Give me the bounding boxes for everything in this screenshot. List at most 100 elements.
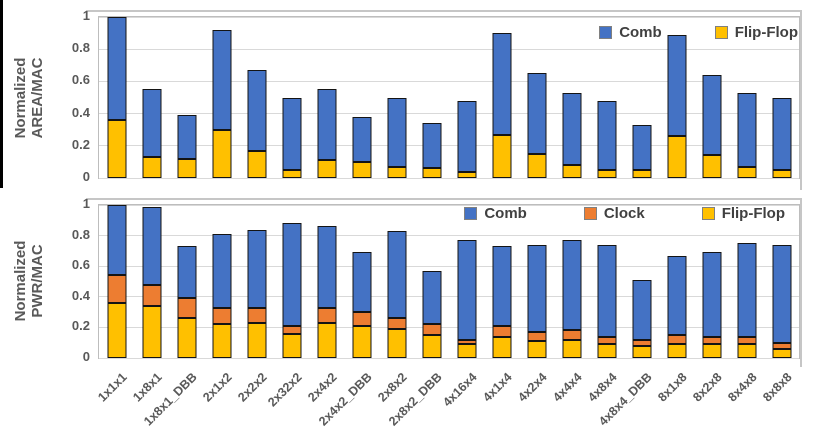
bar-segment-flip-flop [247,322,266,358]
bar-segment-flip-flop [492,134,511,178]
bar-segment-flip-flop [632,169,651,178]
legend-label: Flip-Flop [734,24,798,41]
bar-segment-comb [352,252,371,313]
bar-segment-flip-flop [212,324,231,358]
legend-swatch-clock [583,207,597,220]
bar-segment-flip-flop [177,158,196,178]
bar-segment-flip-flop [667,344,686,358]
y-tick-label: 1 [82,8,90,23]
bar-4x16x4 [449,205,484,358]
legend-item-flip-flop: Flip-Flop [701,205,785,222]
pwr-chart-plot-area [98,204,800,359]
gridline-y-0 [99,357,799,359]
left-edge-line [0,0,3,188]
bar-segment-comb [737,243,756,337]
bar-1x8x1_DBB [169,17,204,178]
bar-segment-clock [562,330,581,340]
bar-1x1x1 [99,17,134,178]
bar-segment-comb [177,246,196,299]
bar-segment-flip-flop [562,339,581,358]
bar-2x4x2 [309,17,344,178]
bar-segment-comb [597,244,616,337]
bar-segment-comb [422,123,441,169]
x-category-label: 8x2x8 [689,370,725,405]
bar-2x8x2_DBB [414,17,449,178]
gridline-y-0.6 [99,80,799,82]
x-category-label: 4x16x4 [440,370,480,410]
bar-segment-clock [702,336,721,345]
gridline-y-0.8 [99,235,799,237]
bar-segment-clock [282,325,301,334]
x-category-label: 8x8x8 [759,370,795,405]
bar-segment-flip-flop [387,328,406,358]
bar-2x8x2_DBB [414,205,449,358]
legend-label: Comb [484,205,527,222]
bar-segment-flip-flop [562,165,581,178]
bar-4x1x4 [484,17,519,178]
bar-segment-flip-flop [527,153,546,178]
bar-segment-flip-flop [457,344,476,358]
bar-segment-flip-flop [317,322,336,358]
y-tick-label: 0.2 [71,136,90,152]
bar-segment-flip-flop [772,169,791,178]
legend-label: Clock [603,205,645,222]
gridline-y-0.2 [99,145,799,147]
legend-swatch-comb [599,26,613,39]
bar-8x4x8 [729,205,764,358]
bar-segment-comb [527,244,546,332]
bar-1x8x1 [134,205,169,358]
y-tick-label: 0.8 [71,226,90,242]
x-category-label: 2x1x2 [199,370,235,405]
bar-segment-comb [702,74,721,156]
bar-segment-flip-flop [422,168,441,178]
bar-segment-clock [667,335,686,345]
legend-label: Comb [619,24,662,41]
gridline-y-0.4 [99,113,799,115]
bar-segment-comb [667,34,686,137]
bar-segment-flip-flop [142,305,161,358]
bar-segment-comb [387,231,406,319]
bar-segment-flip-flop [282,333,301,358]
pwr-per-mac-chart: Normalized PWR/MAC Comb Clock Flip-Flop 1x1… [0,190,831,445]
bar-segment-comb [107,17,126,121]
bar-segment-clock [492,325,511,337]
y-axis-title-line: AREA/MAC [29,57,46,139]
bar-segment-flip-flop [632,345,651,358]
bar-segment-comb [457,100,476,172]
bar-4x2x4 [519,205,554,358]
bar-1x8x1_DBB [169,205,204,358]
bar-segment-comb [282,97,301,170]
bar-2x2x2 [239,17,274,178]
bar-segment-flip-flop [597,344,616,358]
bar-segment-comb [457,240,476,340]
x-category-label: 4x1x4 [479,370,515,405]
y-tick-label: 0 [82,169,90,184]
gridline-y-0.8 [99,48,799,50]
bar-segment-flip-flop [177,318,196,358]
bar-segment-flip-flop [107,302,126,358]
x-category-label: 2x32x2 [265,370,305,410]
bar-4x8x4 [589,205,624,358]
bar-segment-flip-flop [737,166,756,178]
bar-segment-flip-flop [352,161,371,178]
bar-segment-comb [177,115,196,159]
y-tick-label: 0.4 [71,104,90,120]
y-axis-title-line: PWR/MAC [29,244,46,318]
bar-segment-comb [667,255,686,336]
y-tick-label: 0 [82,349,90,364]
bar-segment-clock [247,307,266,323]
bar-segment-comb [492,246,511,326]
bar-8x2x8 [694,205,729,358]
legend-item-clock: Clock [583,205,645,222]
legend-swatch-flip-flop [701,207,715,220]
bar-segment-clock [177,298,196,319]
bar-segment-comb [282,223,301,326]
bar-segment-flip-flop [702,344,721,358]
y-tick-label: 0.6 [71,72,90,88]
bar-2x8x2 [379,205,414,358]
bar-2x4x2 [309,205,344,358]
bar-4x1x4 [484,205,519,358]
bar-segment-comb [597,100,616,170]
bar-segment-flip-flop [282,169,301,178]
bar-segment-comb [142,89,161,158]
